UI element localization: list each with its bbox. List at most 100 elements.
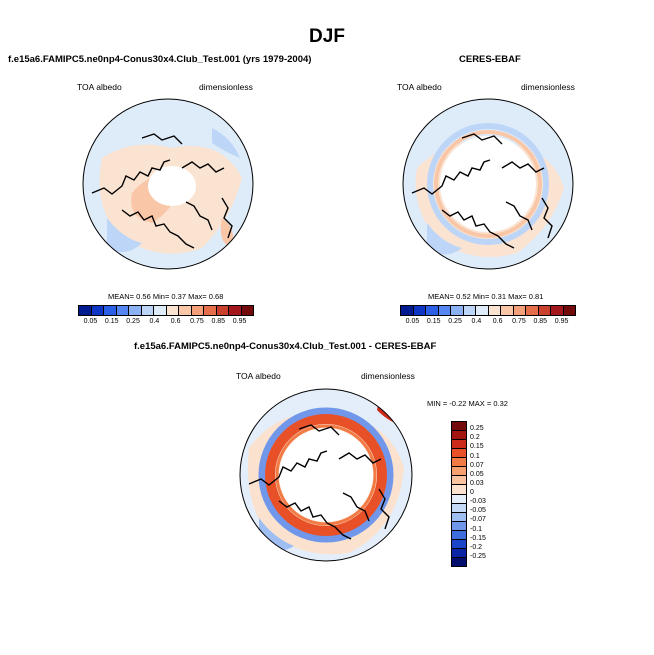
obs-colorbar-swatch <box>413 306 426 315</box>
obs-colorbar-swatch <box>438 306 451 315</box>
diff-colorbar-swatch <box>452 440 466 450</box>
obs-variable-label: TOA albedo <box>397 82 442 92</box>
diff-colorbar-tick-label: 0 <box>470 489 474 496</box>
diff-units-label: dimensionless <box>361 371 415 381</box>
diff-colorbar-swatch <box>452 458 466 468</box>
model-colorbar-swatch <box>166 306 179 315</box>
model-colorbar-swatch <box>104 306 117 315</box>
diff-colorbar-tick-label: -0.03 <box>470 498 486 506</box>
diff-colorbar-swatch <box>452 431 466 441</box>
obs-units-label: dimensionless <box>521 82 575 92</box>
model-colorbar-swatch <box>229 306 242 315</box>
diff-min-label: MIN = <box>427 399 448 408</box>
diff-colorbar-tick-label: -0.05 <box>470 507 486 515</box>
diff-panel-title: f.e15a6.FAMIPC5.ne0np4-Conus30x4.Club_Te… <box>134 341 437 352</box>
model-colorbar-swatch <box>141 306 154 315</box>
model-mean-value: 0.56 <box>136 292 151 301</box>
obs-colorbar-tick-label: 0.25 <box>448 318 462 325</box>
model-colorbar-swatch <box>129 306 142 315</box>
diff-colorbar-tick-label: -0.1 <box>470 525 483 533</box>
diff-colorbar-tick-label: 0.15 <box>470 443 484 451</box>
model-min-value: 0.37 <box>171 292 187 301</box>
obs-colorbar-swatch <box>451 306 464 315</box>
obs-polar-map <box>402 98 574 270</box>
model-colorbar-swatch <box>91 306 104 315</box>
diff-colorbar-swatch <box>452 467 466 477</box>
diff-colorbar-tick-label: 0.25 <box>470 425 484 433</box>
diff-colorbar-tick-label: 0.2 <box>470 434 480 442</box>
model-colorbar-tick-label: 0.05 <box>83 318 98 325</box>
model-colorbar-tick-label: 0.85 <box>211 318 226 325</box>
model-colorbar-swatch <box>116 306 129 315</box>
model-colorbar-swatch <box>216 306 229 315</box>
diff-colorbar-swatch <box>452 512 466 522</box>
diff-colorbar-swatch <box>452 530 466 540</box>
obs-colorbar-swatch <box>513 306 526 315</box>
model-max-value: 0.68 <box>208 292 224 301</box>
model-max-label: Max= <box>188 292 207 301</box>
obs-colorbar-swatch <box>476 306 489 315</box>
diff-colorbar-tick-label: 0.05 <box>470 470 484 478</box>
model-variable-label: TOA albedo <box>77 82 122 92</box>
diff-colorbar-swatch <box>452 476 466 486</box>
diff-variable-label: TOA albedo <box>236 371 281 381</box>
obs-colorbar-tick-label: 0.85 <box>533 318 548 325</box>
diff-colorbar-tick-label: -0.15 <box>470 534 486 542</box>
obs-mean-label: MEAN= <box>428 292 455 301</box>
model-min-label: Min= <box>152 292 170 301</box>
diff-colorbar-swatch <box>452 548 466 558</box>
diff-colorbar-swatch <box>452 485 466 495</box>
model-colorbar-tick-label: 0.6 <box>170 318 181 325</box>
obs-colorbar-swatch <box>563 306 575 315</box>
obs-colorbar-ticks: 0.05 0.15 0.25 0.4 0.6 0.75 0.85 0.95 <box>400 318 574 328</box>
diff-colorbar <box>451 421 467 567</box>
model-colorbar-tick-label: 0.75 <box>190 318 204 325</box>
diff-max-value: 0.32 <box>493 399 508 408</box>
model-colorbar-tick-label: 0.25 <box>126 318 140 325</box>
obs-colorbar-swatch <box>501 306 514 315</box>
obs-colorbar-swatch <box>401 306 414 315</box>
diff-colorbar-swatch <box>452 422 466 432</box>
obs-colorbar-tick-label: 0.4 <box>471 318 482 325</box>
diff-colorbar-swatch <box>452 503 466 513</box>
model-mean-label: MEAN= <box>108 292 135 301</box>
diff-colorbar-tick-label: -0.25 <box>470 552 486 560</box>
obs-mean-value: 0.52 <box>456 292 471 301</box>
diff-colorbar-tick-label: 0.1 <box>470 452 480 460</box>
model-colorbar <box>78 305 254 316</box>
diff-colorbar-ticks: 0.25 0.2 0.15 0.1 0.07 0.05 0.03 0 -0.03 -0.05 -0.… <box>470 421 510 567</box>
obs-max-value: 0.81 <box>528 292 544 301</box>
model-colorbar-swatch <box>191 306 204 315</box>
obs-colorbar-swatch <box>526 306 539 315</box>
model-colorbar-swatch <box>204 306 217 315</box>
obs-colorbar-swatch <box>463 306 476 315</box>
diff-colorbar-swatch <box>452 557 466 566</box>
obs-colorbar-tick-label: 0.6 <box>492 318 503 325</box>
obs-colorbar-swatch <box>551 306 564 315</box>
diff-colorbar-tick-label: 0.07 <box>470 461 484 469</box>
obs-min-label: Min= <box>472 292 490 301</box>
diff-colorbar-swatch <box>452 449 466 459</box>
obs-min-value: 0.31 <box>491 292 507 301</box>
obs-colorbar-swatch <box>426 306 439 315</box>
obs-colorbar-swatch <box>488 306 501 315</box>
obs-colorbar-tick-label: 0.75 <box>512 318 526 325</box>
obs-colorbar <box>400 305 576 316</box>
diff-colorbar-swatch <box>452 539 466 549</box>
model-colorbar-swatch <box>241 306 253 315</box>
model-polar-map <box>82 98 254 270</box>
diff-colorbar-swatch <box>452 494 466 504</box>
diff-max-label: MAX = <box>468 399 492 408</box>
obs-colorbar-tick-label: 0.95 <box>554 318 569 325</box>
model-colorbar-ticks: 0.05 0.15 0.25 0.4 0.6 0.75 0.85 0.95 <box>78 318 252 328</box>
model-colorbar-tick-label: 0.4 <box>149 318 160 325</box>
diff-polar-map <box>239 388 413 562</box>
obs-panel-title: CERES-EBAF <box>459 54 521 65</box>
diff-colorbar-swatch <box>452 521 466 531</box>
diff-colorbar-tick-label: -0.07 <box>470 516 486 524</box>
obs-max-label: Max= <box>508 292 527 301</box>
obs-colorbar-tick-label: 0.15 <box>426 318 441 325</box>
model-colorbar-swatch <box>154 306 167 315</box>
diff-colorbar-tick-label: 0.03 <box>470 479 484 487</box>
model-panel-title: f.e15a6.FAMIPC5.ne0np4-Conus30x4.Club_Te… <box>8 54 312 65</box>
